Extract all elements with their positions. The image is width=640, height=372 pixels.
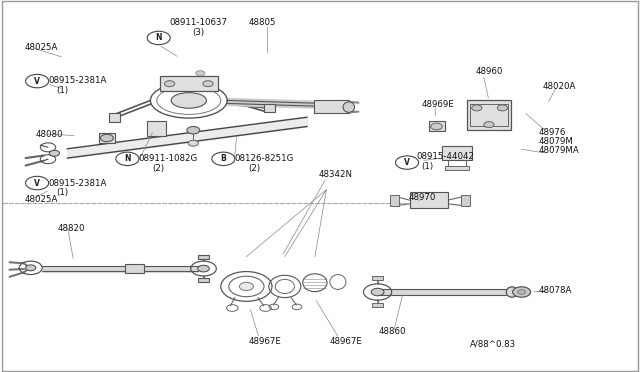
Text: 48025A: 48025A [24,43,58,52]
Circle shape [164,81,175,87]
Circle shape [203,81,213,87]
Ellipse shape [172,93,206,108]
Text: V: V [34,77,40,86]
Text: 48820: 48820 [58,224,85,233]
Bar [198,278,209,282]
Bar [99,133,115,143]
Circle shape [518,290,525,294]
Bar [125,264,144,273]
Text: (1): (1) [421,162,433,171]
Text: 48970: 48970 [408,193,436,202]
Circle shape [212,152,235,166]
Text: 48967E: 48967E [248,337,281,346]
Text: (3): (3) [192,28,204,37]
Ellipse shape [506,287,518,297]
Bar [372,303,383,307]
Circle shape [116,152,139,166]
Bar [314,100,349,113]
Text: 48805: 48805 [248,18,276,27]
Circle shape [484,122,494,128]
Text: V: V [404,158,410,167]
Text: N: N [124,154,131,163]
Text: 08915-2381A: 08915-2381A [48,76,106,85]
Text: 48020A: 48020A [543,82,576,91]
Text: 48078A: 48078A [539,286,572,295]
Text: B: B [221,154,226,163]
Bar [390,195,399,206]
Circle shape [49,150,60,156]
Text: (2): (2) [152,164,164,173]
Bar [467,100,511,130]
Circle shape [198,265,209,272]
Text: 48860: 48860 [379,327,406,336]
Circle shape [147,31,170,45]
Text: 48079MA: 48079MA [539,146,580,155]
Text: 08126-8251G: 08126-8251G [234,154,294,163]
Text: 48960: 48960 [476,67,503,76]
Circle shape [187,126,200,134]
Circle shape [196,71,205,76]
Text: (1): (1) [56,86,68,94]
Text: 08911-1082G: 08911-1082G [138,154,198,163]
Text: 48025A: 48025A [24,195,58,204]
Text: (2): (2) [248,164,260,173]
Bar [109,113,120,122]
Circle shape [188,140,198,146]
Circle shape [26,265,36,271]
Bar [264,104,275,112]
Text: V: V [34,179,40,187]
Circle shape [472,105,482,111]
Circle shape [371,288,384,296]
Text: A/88^0.83: A/88^0.83 [470,340,516,349]
Text: 48976: 48976 [539,128,566,137]
Circle shape [26,176,49,190]
Text: 48079M: 48079M [539,137,573,146]
Text: 08915-2381A: 08915-2381A [48,179,106,187]
Bar [410,192,448,208]
Bar [445,166,469,170]
Text: N: N [156,33,162,42]
Bar [198,255,209,259]
Text: 08911-10637: 08911-10637 [169,18,227,27]
Circle shape [513,287,531,297]
Bar [160,76,218,91]
Ellipse shape [343,102,355,112]
Circle shape [396,156,419,169]
Text: (1): (1) [56,188,68,197]
Bar [372,276,383,280]
Bar [442,146,472,160]
Bar [470,104,508,126]
Circle shape [431,123,442,130]
Circle shape [100,134,113,142]
Text: 48080: 48080 [35,130,63,139]
Circle shape [26,74,49,88]
Circle shape [497,105,508,111]
Bar [461,195,470,206]
Text: 48967E: 48967E [330,337,362,346]
Text: 48342N: 48342N [319,170,353,179]
Bar [429,121,445,131]
Text: 48969E: 48969E [421,100,454,109]
Bar [147,121,166,136]
Text: 08915-44042: 08915-44042 [416,153,474,161]
Ellipse shape [239,282,253,291]
